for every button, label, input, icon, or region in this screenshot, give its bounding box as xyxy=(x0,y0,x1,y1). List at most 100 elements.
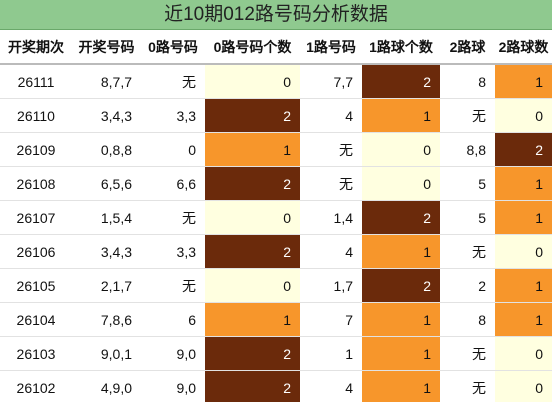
count-cell: 0 xyxy=(495,234,552,269)
table-cell: 无 xyxy=(440,336,495,371)
table-cell: 6,5,6 xyxy=(72,166,141,201)
count-cell: 1 xyxy=(205,132,300,167)
count-cell: 0 xyxy=(495,336,552,371)
table-cell: 6,6 xyxy=(141,166,205,201)
count-cell: 1 xyxy=(495,64,552,99)
count-cell: 1 xyxy=(495,268,552,303)
table-row: 26111 8,7,7 无 0 7,7 2 8 1 xyxy=(0,64,552,99)
table-cell: 8,7,7 xyxy=(72,64,141,99)
count-cell: 1 xyxy=(495,200,552,235)
table-cell: 1,7 xyxy=(300,268,362,303)
header-cell: 1路号码 xyxy=(300,30,362,65)
table-cell: 无 xyxy=(141,200,205,235)
count-cell: 0 xyxy=(362,166,440,201)
count-cell: 0 xyxy=(205,64,300,99)
count-cell: 0 xyxy=(495,370,552,402)
count-cell: 2 xyxy=(205,336,300,371)
header-cell: 1路球个数 xyxy=(362,30,440,65)
table-cell: 26106 xyxy=(0,234,72,269)
table-cell: 9,0,1 xyxy=(72,336,141,371)
table-cell: 0,8,8 xyxy=(72,132,141,167)
table-cell: 4,9,0 xyxy=(72,370,141,402)
table-row: 26102 4,9,0 9,0 2 4 1 无 0 xyxy=(0,370,552,402)
table-cell: 26105 xyxy=(0,268,72,303)
table-cell: 2 xyxy=(440,268,495,303)
table-cell: 8 xyxy=(440,64,495,99)
count-cell: 2 xyxy=(205,166,300,201)
table-cell: 9,0 xyxy=(141,370,205,402)
header-cell: 开奖期次 xyxy=(0,30,72,65)
table-cell: 5 xyxy=(440,166,495,201)
count-cell: 1 xyxy=(362,302,440,337)
table-cell: 1,5,4 xyxy=(72,200,141,235)
table-cell: 0 xyxy=(141,132,205,167)
table-cell: 2,1,7 xyxy=(72,268,141,303)
table-cell: 26102 xyxy=(0,370,72,402)
table-row: 26107 1,5,4 无 0 1,4 2 5 1 xyxy=(0,200,552,235)
data-table: 开奖期次 开奖号码 0路号码 0路号码个数 1路号码 1路球个数 2路球 2路球数 26111… xyxy=(0,30,552,402)
table-cell: 7 xyxy=(300,302,362,337)
table-cell: 8 xyxy=(440,302,495,337)
count-cell: 2 xyxy=(205,234,300,269)
table-cell: 无 xyxy=(440,98,495,133)
count-cell: 0 xyxy=(495,98,552,133)
table-row: 26103 9,0,1 9,0 2 1 1 无 0 xyxy=(0,336,552,371)
table-cell: 26103 xyxy=(0,336,72,371)
count-cell: 2 xyxy=(205,98,300,133)
count-cell: 1 xyxy=(205,302,300,337)
table-cell: 26107 xyxy=(0,200,72,235)
table-cell: 3,4,3 xyxy=(72,98,141,133)
count-cell: 1 xyxy=(495,302,552,337)
table-cell: 3,4,3 xyxy=(72,234,141,269)
table-row: 26106 3,4,3 3,3 2 4 1 无 0 xyxy=(0,234,552,269)
table-cell: 7,7 xyxy=(300,64,362,99)
count-cell: 0 xyxy=(205,268,300,303)
table-row: 26104 7,8,6 6 1 7 1 8 1 xyxy=(0,302,552,337)
table-row: 26109 0,8,8 0 1 无 0 8,8 2 xyxy=(0,132,552,167)
table-cell: 9,0 xyxy=(141,336,205,371)
table-body: 26111 8,7,7 无 0 7,7 2 8 1 26110 3,4,3 3,3 2 4 1 无 0 2610… xyxy=(0,64,552,402)
title: 近10期012路号码分析数据 xyxy=(0,0,552,30)
table-cell: 7,8,6 xyxy=(72,302,141,337)
table-cell: 26104 xyxy=(0,302,72,337)
header-cell: 开奖号码 xyxy=(72,30,141,65)
count-cell: 1 xyxy=(362,370,440,402)
header-cell: 2路球数 xyxy=(495,30,552,65)
table-cell: 5 xyxy=(440,200,495,235)
table-cell: 26109 xyxy=(0,132,72,167)
table-cell: 26108 xyxy=(0,166,72,201)
table-cell: 无 xyxy=(141,268,205,303)
count-cell: 2 xyxy=(362,64,440,99)
count-cell: 1 xyxy=(362,98,440,133)
count-cell: 1 xyxy=(362,234,440,269)
table-cell: 4 xyxy=(300,98,362,133)
table-row: 26108 6,5,6 6,6 2 无 0 5 1 xyxy=(0,166,552,201)
count-cell: 2 xyxy=(362,200,440,235)
table-cell: 4 xyxy=(300,234,362,269)
table-cell: 26110 xyxy=(0,98,72,133)
count-cell: 2 xyxy=(205,370,300,402)
table-cell: 26111 xyxy=(0,64,72,99)
table-cell: 无 xyxy=(300,132,362,167)
header-row: 开奖期次 开奖号码 0路号码 0路号码个数 1路号码 1路球个数 2路球 2路球数 xyxy=(0,30,552,65)
table-cell: 8,8 xyxy=(440,132,495,167)
table-cell: 无 xyxy=(141,64,205,99)
count-cell: 2 xyxy=(495,132,552,167)
header-cell: 2路球 xyxy=(440,30,495,65)
table-cell: 4 xyxy=(300,370,362,402)
count-cell: 0 xyxy=(362,132,440,167)
table-row: 26105 2,1,7 无 0 1,7 2 2 1 xyxy=(0,268,552,303)
table-row: 26110 3,4,3 3,3 2 4 1 无 0 xyxy=(0,98,552,133)
table-cell: 无 xyxy=(300,166,362,201)
table-cell: 3,3 xyxy=(141,98,205,133)
table-cell: 3,3 xyxy=(141,234,205,269)
count-cell: 2 xyxy=(362,268,440,303)
table-cell: 1 xyxy=(300,336,362,371)
count-cell: 1 xyxy=(495,166,552,201)
table-cell: 无 xyxy=(440,234,495,269)
header-cell: 0路号码个数 xyxy=(205,30,300,65)
count-cell: 0 xyxy=(205,200,300,235)
table-cell: 6 xyxy=(141,302,205,337)
table-cell: 1,4 xyxy=(300,200,362,235)
